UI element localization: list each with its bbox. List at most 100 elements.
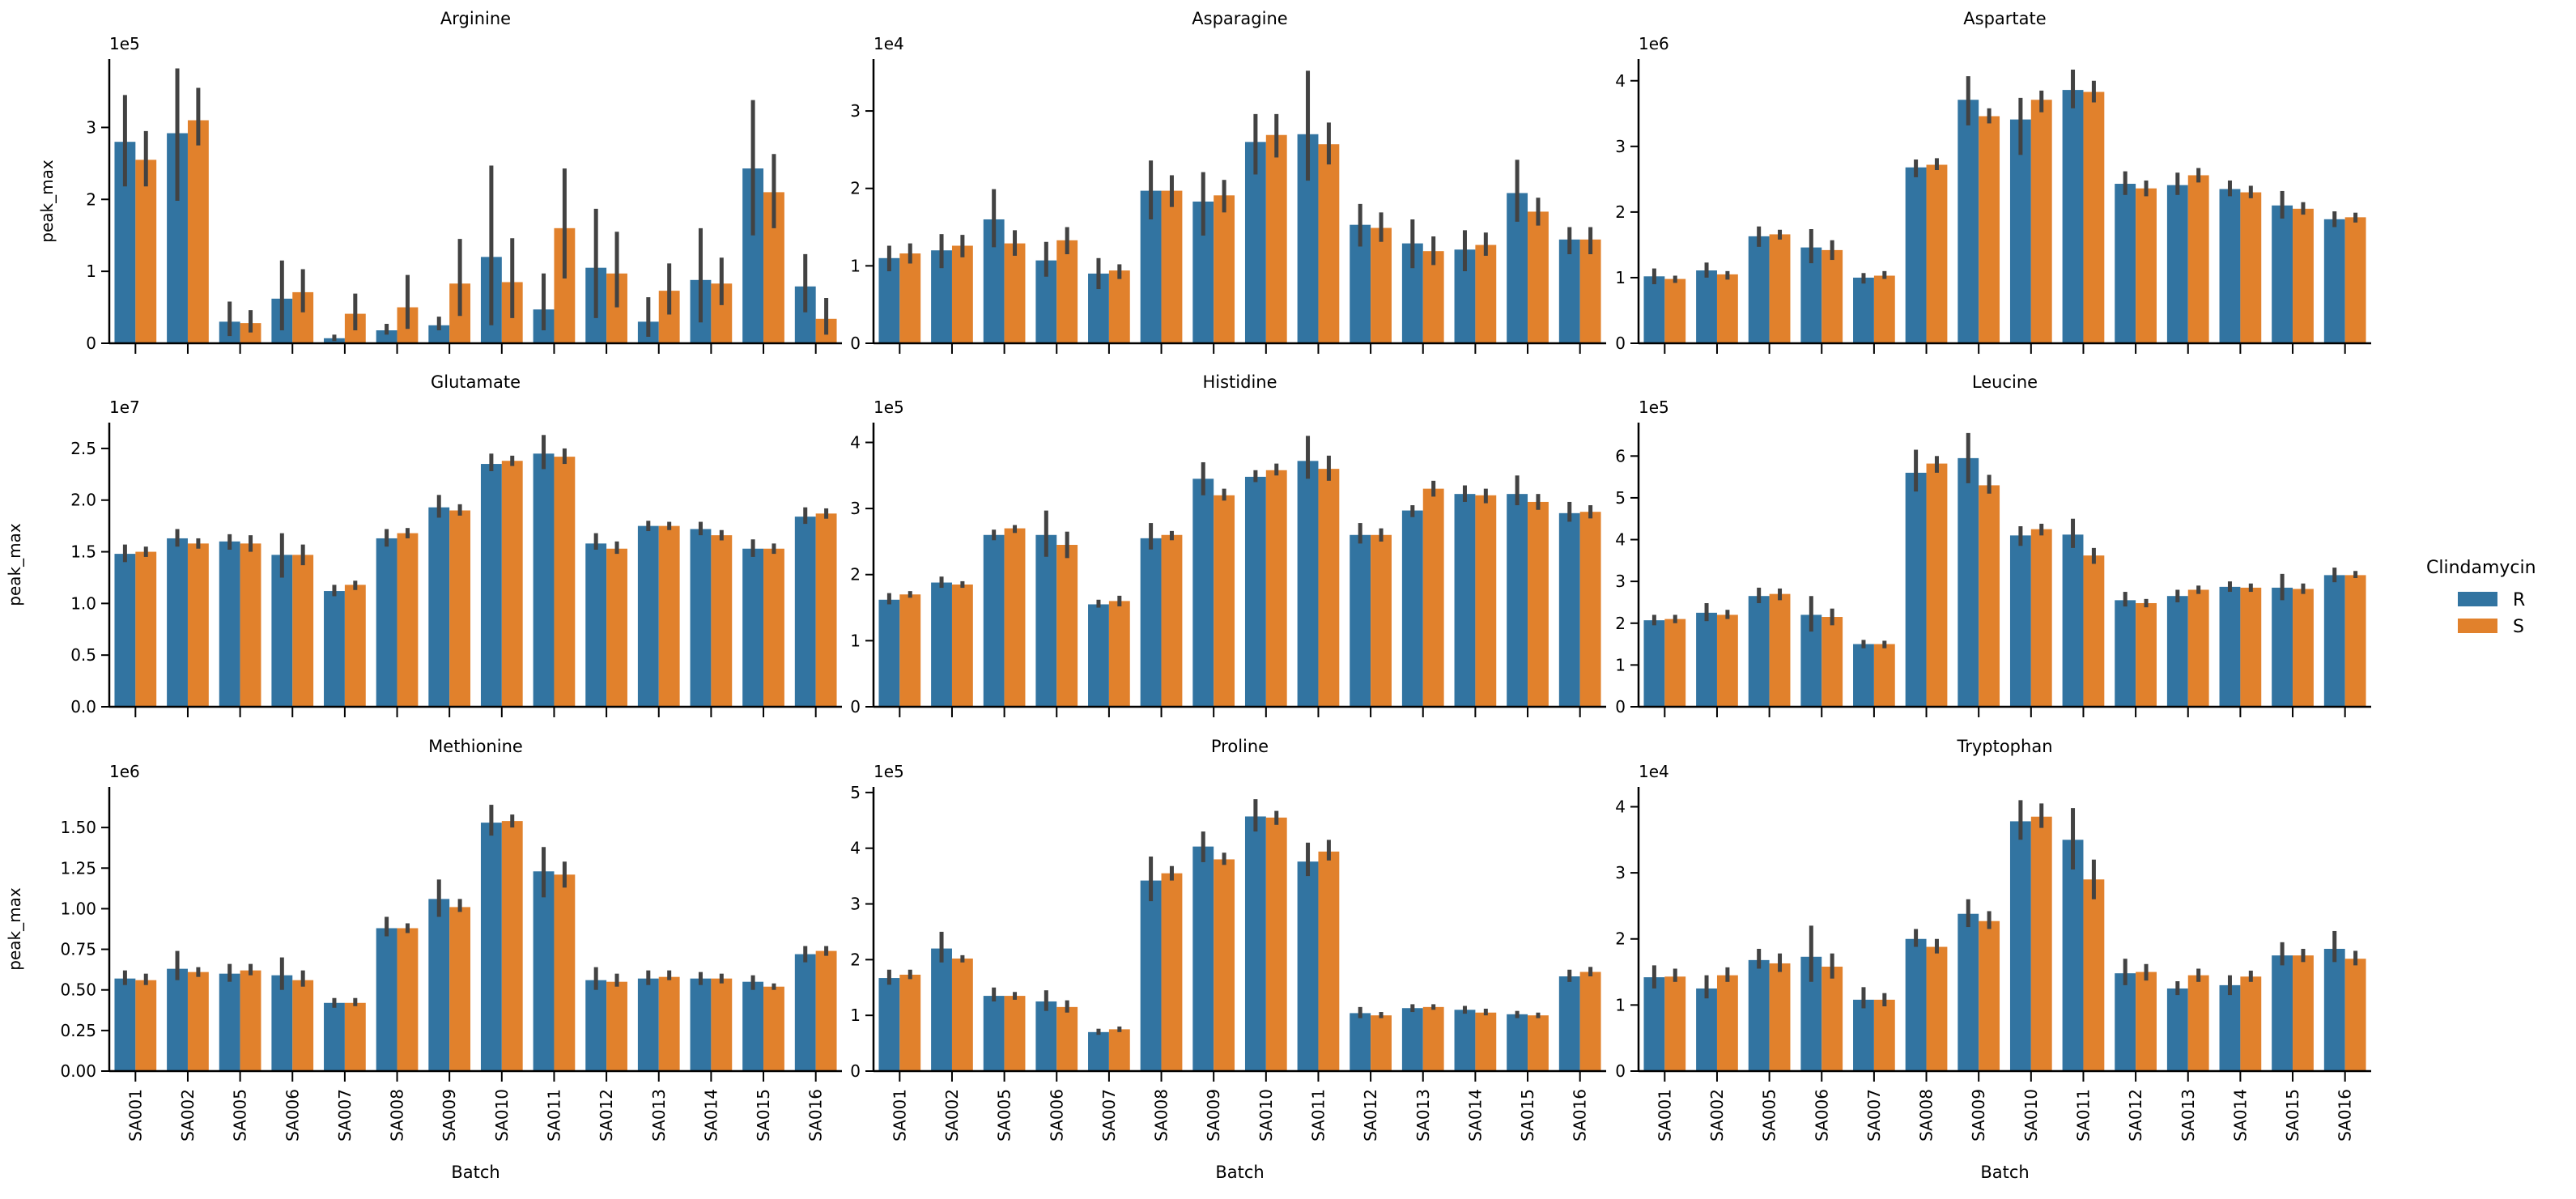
bar-r-sa010 xyxy=(2009,821,2031,1071)
x-tick-label: SA007 xyxy=(1099,1089,1119,1142)
bar-r-sa008 xyxy=(1905,472,1927,707)
bar-r-sa001 xyxy=(878,978,900,1071)
panel-asparagine: Asparagine 1e4 0 1 2 3 xyxy=(850,9,1606,354)
y-tick-label: 1 xyxy=(1615,655,1626,674)
y-tick-label: 0 xyxy=(850,334,861,353)
bar-s-sa014 xyxy=(1475,495,1497,707)
x-axis-label: Batch xyxy=(451,1163,499,1182)
bar-r-sa010 xyxy=(2009,119,2031,343)
bar-r-sa007 xyxy=(1853,644,1874,707)
bar-s-sa012 xyxy=(1371,1015,1392,1071)
bar-r-sa014 xyxy=(2219,189,2241,343)
y-tick-label: 0 xyxy=(850,1061,861,1081)
bar-s-sa011 xyxy=(1318,469,1340,707)
bar-s-sa002 xyxy=(951,958,973,1071)
bar-r-sa002 xyxy=(1696,270,1717,343)
bar-s-sa005 xyxy=(1769,234,1791,343)
panel-title: Methionine xyxy=(428,737,523,756)
y-tick-label: 1 xyxy=(850,631,861,650)
bar-r-sa005 xyxy=(1748,596,1770,707)
bar-s-sa012 xyxy=(2136,602,2157,707)
bar-r-sa007 xyxy=(324,591,345,707)
bar-r-sa012 xyxy=(2115,184,2136,343)
bar-r-sa013 xyxy=(637,525,659,707)
y-tick-label: 2.5 xyxy=(70,439,96,458)
bar-s-sa015 xyxy=(1528,501,1549,707)
y-tick-label: 0.5 xyxy=(70,645,96,665)
bar-s-sa009 xyxy=(1979,116,2000,344)
y-tick-label: 1 xyxy=(1615,268,1626,287)
bar-s-sa001 xyxy=(135,159,157,343)
panel-tryptophan: Tryptophan 1e4 SA001 SA002 SA005 SA006 SA007 SA… xyxy=(1615,737,2371,1182)
bar-r-sa005 xyxy=(983,534,1005,707)
bar-s-sa009 xyxy=(1214,495,1235,707)
y-tick-label: 4 xyxy=(1615,530,1626,550)
x-tick-label: SA012 xyxy=(1361,1089,1380,1142)
bar-s-sa006 xyxy=(1056,1006,1078,1071)
bar-r-sa006 xyxy=(1035,1001,1057,1071)
bar-s-sa012 xyxy=(2136,188,2157,343)
x-tick-label: SA015 xyxy=(1518,1089,1537,1142)
bar-s-sa012 xyxy=(1371,227,1392,343)
bar-s-sa015 xyxy=(1528,1015,1549,1071)
bar-s-sa007 xyxy=(1873,275,1895,343)
bar-s-sa015 xyxy=(2293,955,2314,1071)
bar-s-sa016 xyxy=(2344,575,2366,707)
bar-s-sa006 xyxy=(1056,545,1078,707)
bar-r-sa002 xyxy=(931,948,952,1071)
x-tick-label: SA001 xyxy=(125,1089,145,1142)
y-tick-label: 1 xyxy=(850,1006,861,1025)
x-axis-label: Batch xyxy=(1215,1163,1264,1182)
bar-s-sa009 xyxy=(1214,859,1235,1071)
bar-r-sa001 xyxy=(1643,977,1665,1071)
bar-r-sa006 xyxy=(271,975,293,1071)
bar-r-sa008 xyxy=(1140,880,1162,1071)
bar-s-sa011 xyxy=(2083,879,2105,1071)
x-tick-label: SA006 xyxy=(1047,1089,1066,1142)
y-tick-label: 1.50 xyxy=(60,818,96,837)
y-tick-label: 4 xyxy=(1615,797,1626,816)
bar-r-sa015 xyxy=(742,981,764,1071)
panel-title: Aspartate xyxy=(1963,9,2046,28)
bar-s-sa015 xyxy=(763,548,784,707)
y-tick-label: 3 xyxy=(1615,137,1626,156)
scale-label: 1e5 xyxy=(109,34,140,53)
bar-s-sa001 xyxy=(1664,619,1686,707)
bar-r-sa005 xyxy=(219,973,240,1071)
bar-r-sa013 xyxy=(2166,596,2188,707)
scale-label: 1e6 xyxy=(1639,34,1669,53)
bar-r-sa012 xyxy=(2115,600,2136,707)
bar-s-sa005 xyxy=(1004,528,1026,707)
x-tick-label: SA006 xyxy=(283,1089,302,1142)
y-tick-label: 2 xyxy=(850,950,861,969)
x-tick-label: SA011 xyxy=(2073,1089,2093,1142)
bar-r-sa006 xyxy=(271,555,293,707)
bar-r-sa015 xyxy=(1507,1014,1528,1071)
bar-s-sa005 xyxy=(1004,996,1026,1071)
bar-s-sa014 xyxy=(2240,192,2262,343)
bar-s-sa006 xyxy=(1821,249,1843,343)
bar-s-sa006 xyxy=(1821,967,1843,1071)
bar-s-sa015 xyxy=(2293,208,2314,343)
bar-s-sa011 xyxy=(1318,851,1340,1071)
y-tick-label: 4 xyxy=(850,839,861,858)
y-tick-label: 2.0 xyxy=(70,491,96,510)
bar-r-sa010 xyxy=(1244,142,1266,343)
bar-r-sa002 xyxy=(931,582,952,707)
bar-r-sa013 xyxy=(637,978,659,1071)
legend-label-r: R xyxy=(2513,590,2525,610)
y-tick-label: 1.00 xyxy=(60,899,96,918)
bar-s-sa007 xyxy=(1108,601,1130,707)
bar-r-sa009 xyxy=(1192,478,1214,707)
bar-s-sa013 xyxy=(2187,589,2209,707)
bar-r-sa013 xyxy=(2166,988,2188,1071)
panel-methionine: Methionine 1e6 SA001 SA002 SA005 SA006 SA007 SA… xyxy=(5,737,842,1182)
bar-r-sa014 xyxy=(1454,1010,1476,1071)
bar-s-sa013 xyxy=(1422,488,1444,707)
panel-histidine: Histidine 1e5 0 1 2 3 4 xyxy=(850,372,1606,717)
y-tick-label: 6 xyxy=(1615,446,1626,466)
x-tick-label: SA005 xyxy=(995,1089,1014,1142)
x-tick-label: SA014 xyxy=(701,1089,721,1142)
x-tick-label: SA007 xyxy=(1864,1089,1884,1142)
scale-label: 1e7 xyxy=(109,398,140,417)
